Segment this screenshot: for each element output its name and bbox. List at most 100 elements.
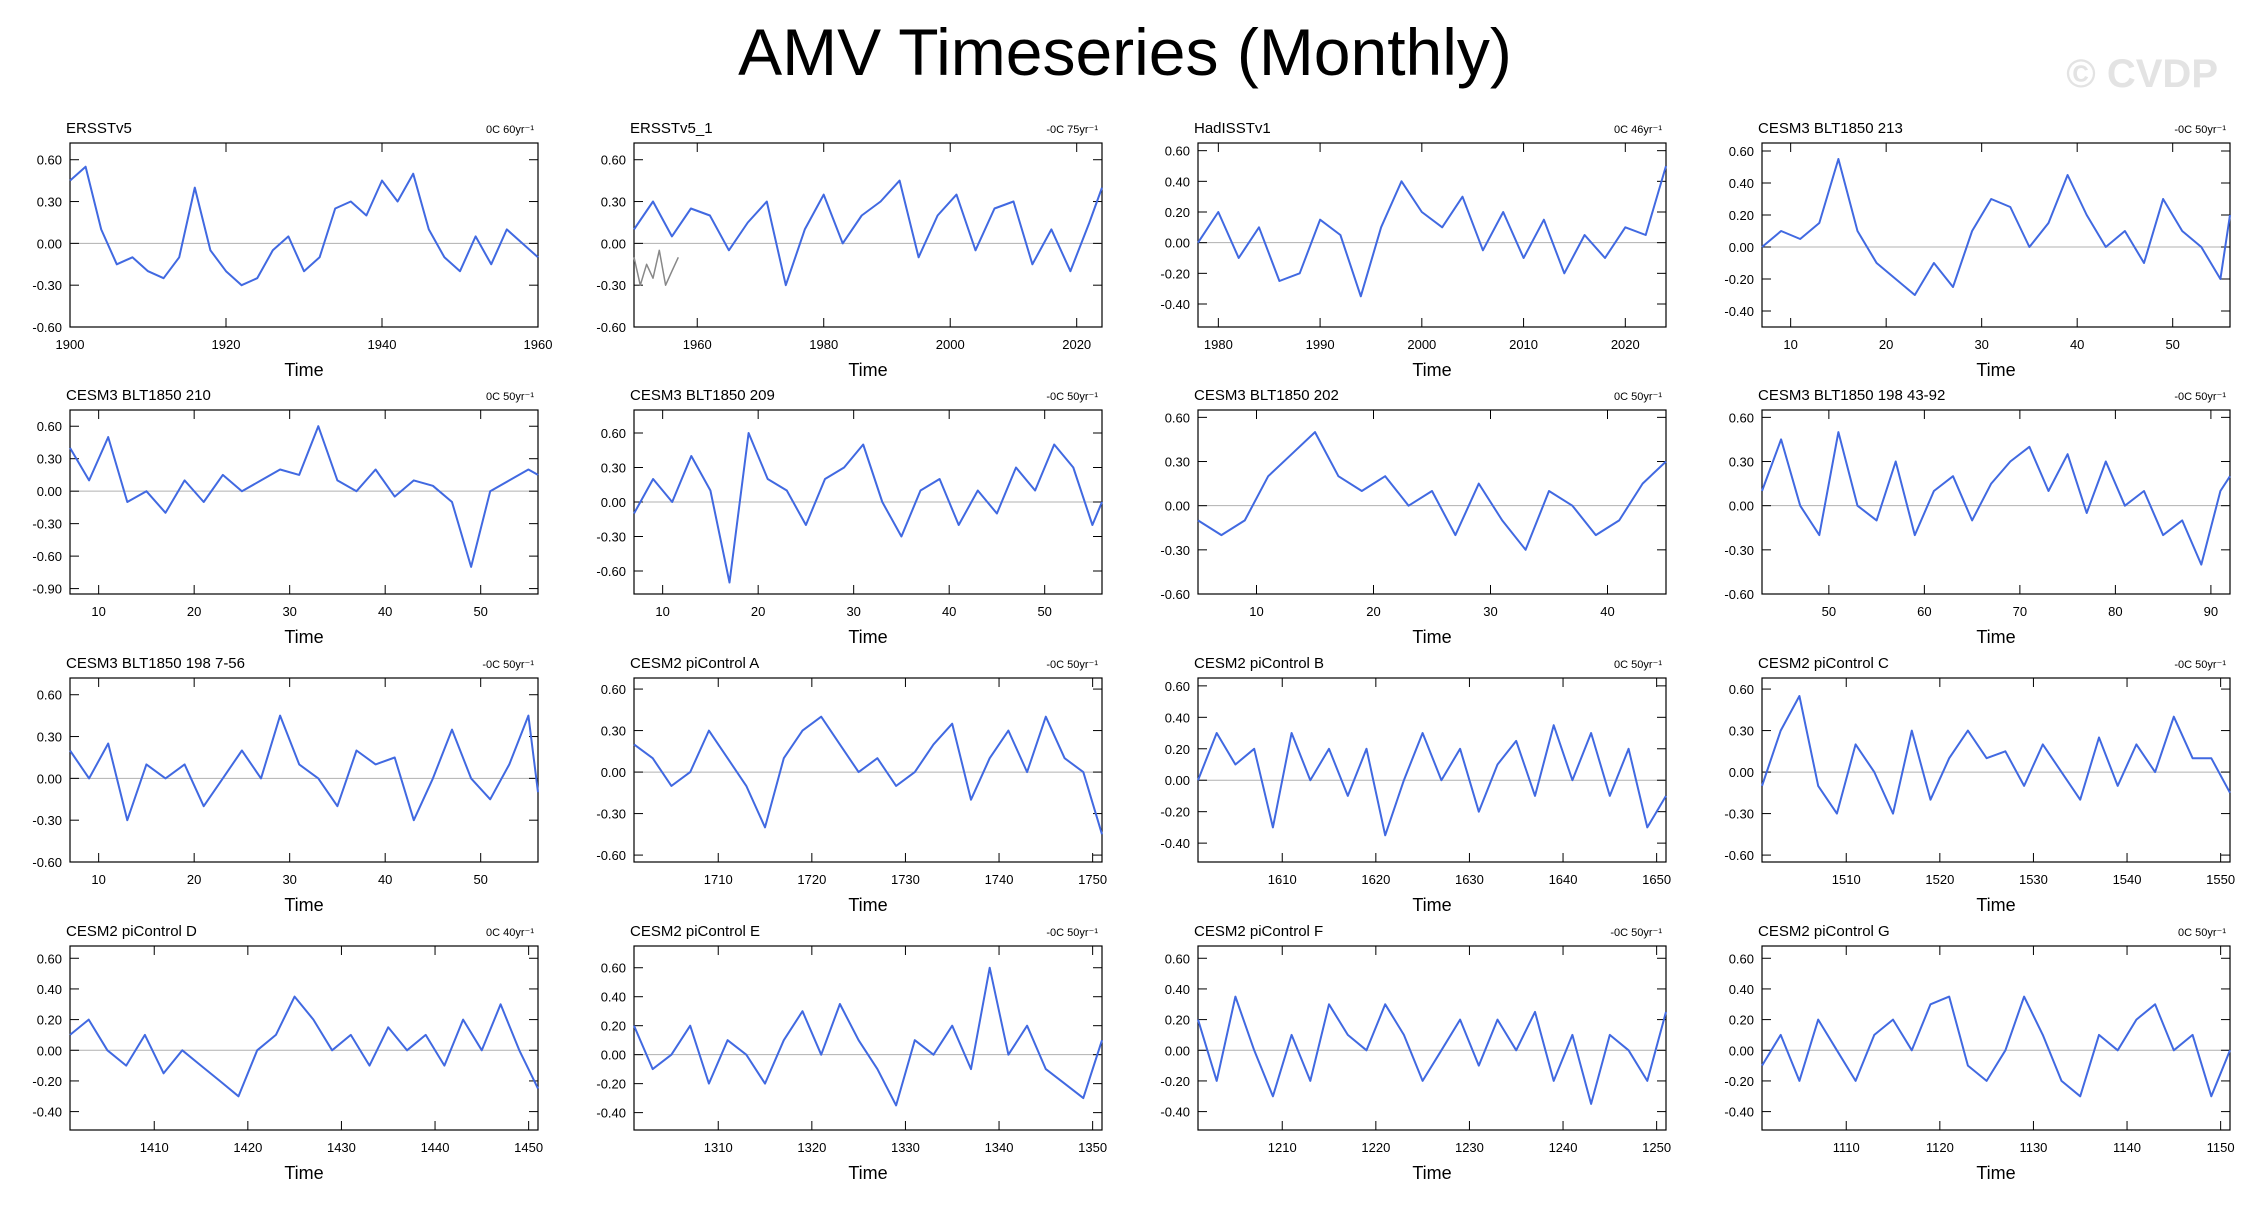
x-tick-label: 1990 xyxy=(1306,337,1335,352)
y-tick-label: 0.60 xyxy=(37,688,62,703)
panel-title: CESM3 BLT1850 202 xyxy=(1194,387,1339,404)
x-axis-label: Time xyxy=(848,1163,887,1183)
panel-title: CESM2 piControl C xyxy=(1758,655,1889,672)
y-tick-label: 0.60 xyxy=(1165,144,1190,159)
series-line xyxy=(633,179,1103,287)
plot-frame xyxy=(1761,945,2231,1131)
chart-panel: 0.60 0.30 0.00 -0.30 -0.60 10 20 30 40 50 CESM3 BL… xyxy=(596,387,1103,647)
plot-frame xyxy=(69,142,539,328)
y-tick-label: 0.30 xyxy=(601,195,626,210)
panel-title: ERSSTv5_1 xyxy=(630,120,713,137)
chart-panel: 0.60 0.40 0.20 0.00 -0.20 -0.40 1310 1320 1330 13… xyxy=(596,923,1107,1183)
y-tick-label: 0.30 xyxy=(601,461,626,476)
chart-panel: 0.60 0.30 0.00 -0.30 -0.60 -0.90 10 20 30 40 50 CES… xyxy=(32,387,539,647)
y-tick-label: -0.60 xyxy=(32,549,62,564)
x-tick-label: 20 xyxy=(1879,337,1893,352)
series-line xyxy=(633,715,1103,835)
y-tick-label: 0.00 xyxy=(1165,1043,1190,1058)
x-tick-label: 1210 xyxy=(1268,1140,1297,1155)
y-tick-label: -0.20 xyxy=(1724,1074,1754,1089)
y-tick-label: 0.60 xyxy=(601,961,626,976)
trend-label: -0C 50yr⁻¹ xyxy=(2174,391,2226,403)
y-tick-label: -0.40 xyxy=(1160,297,1190,312)
y-tick-label: 0.30 xyxy=(37,452,62,467)
series-line xyxy=(1197,165,1667,298)
trend-label: 0C 40yr⁻¹ xyxy=(486,927,534,939)
y-tick-label: 0.30 xyxy=(1729,455,1754,470)
y-tick-label: 0.40 xyxy=(601,990,626,1005)
plot-frame xyxy=(633,945,1103,1131)
y-tick-label: 0.20 xyxy=(1729,208,1754,223)
x-tick-label: 1350 xyxy=(1078,1140,1107,1155)
x-tick-label: 40 xyxy=(378,872,392,887)
x-axis-label: Time xyxy=(848,360,887,380)
panel-title: CESM3 BLT1850 213 xyxy=(1758,120,1903,137)
panel-title: CESM2 piControl G xyxy=(1758,923,1890,940)
y-tick-label: 0.40 xyxy=(1165,982,1190,997)
y-tick-label: -0.20 xyxy=(596,1077,626,1092)
trend-label: 0C 50yr⁻¹ xyxy=(1614,391,1662,403)
y-tick-label: 0.00 xyxy=(601,765,626,780)
x-axis-label: Time xyxy=(284,360,323,380)
x-tick-label: 1750 xyxy=(1078,872,1107,887)
x-tick-label: 1140 xyxy=(2113,1140,2141,1155)
x-tick-label: 50 xyxy=(1822,604,1836,619)
x-tick-label: 2020 xyxy=(1611,337,1640,352)
y-tick-label: 0.00 xyxy=(1729,240,1754,255)
x-tick-label: 2000 xyxy=(936,337,965,352)
y-tick-label: 0.00 xyxy=(37,484,62,499)
y-tick-label: 0.00 xyxy=(37,236,62,251)
series-line xyxy=(69,714,539,822)
y-tick-label: -0.30 xyxy=(1160,543,1190,558)
panel-title: CESM3 BLT1850 198 7-56 xyxy=(66,655,245,672)
y-tick-label: 0.20 xyxy=(37,1013,62,1028)
y-tick-label: 0.60 xyxy=(1165,410,1190,425)
trend-label: -0C 50yr⁻¹ xyxy=(482,659,534,671)
series-line xyxy=(69,995,539,1098)
x-tick-label: 1430 xyxy=(327,1140,356,1155)
x-tick-label: 1630 xyxy=(1455,872,1484,887)
x-tick-label: 10 xyxy=(655,604,669,619)
x-tick-label: 20 xyxy=(187,872,201,887)
x-axis-label: Time xyxy=(1976,360,2015,380)
x-tick-label: 1530 xyxy=(2019,872,2048,887)
series-line xyxy=(1197,724,1667,837)
y-tick-label: -0.60 xyxy=(596,320,626,335)
x-tick-label: 1730 xyxy=(891,872,920,887)
y-tick-label: -0.30 xyxy=(32,278,62,293)
y-tick-label: -0.60 xyxy=(1724,848,1754,863)
trend-label: -0C 50yr⁻¹ xyxy=(1046,659,1098,671)
y-tick-label: -0.20 xyxy=(32,1074,62,1089)
x-tick-label: 90 xyxy=(2204,604,2218,619)
x-tick-label: 1540 xyxy=(2113,872,2142,887)
x-axis-label: Time xyxy=(284,895,323,915)
y-tick-label: -0.20 xyxy=(1160,805,1190,820)
y-tick-label: -0.20 xyxy=(1160,266,1190,281)
y-tick-label: -0.60 xyxy=(32,320,62,335)
x-tick-label: 1610 xyxy=(1268,872,1297,887)
x-tick-label: 1650 xyxy=(1642,872,1671,887)
y-tick-label: 0.40 xyxy=(1165,174,1190,189)
y-tick-label: 0.60 xyxy=(1729,410,1754,425)
trend-label: 0C 60yr⁻¹ xyxy=(486,124,534,136)
x-tick-label: 1340 xyxy=(985,1140,1014,1155)
x-axis-label: Time xyxy=(1976,895,2015,915)
y-tick-label: -0.60 xyxy=(596,564,626,579)
trend-label: 0C 50yr⁻¹ xyxy=(2178,927,2226,939)
x-tick-label: 40 xyxy=(378,604,392,619)
trend-label: 0C 46yr⁻¹ xyxy=(1614,124,1662,136)
x-axis-label: Time xyxy=(1412,895,1451,915)
plot-frame xyxy=(69,677,539,863)
y-tick-label: 0.60 xyxy=(37,951,62,966)
series-line xyxy=(1761,158,2231,296)
y-tick-label: 0.00 xyxy=(601,495,626,510)
y-tick-label: 0.60 xyxy=(1165,679,1190,694)
trend-label: 0C 50yr⁻¹ xyxy=(1614,659,1662,671)
panel-title: HadISSTv1 xyxy=(1194,120,1271,137)
panel-title: CESM3 BLT1850 210 xyxy=(66,387,211,404)
x-tick-label: 1920 xyxy=(212,337,241,352)
x-tick-label: 10 xyxy=(91,604,105,619)
y-tick-label: 0.30 xyxy=(37,195,62,210)
panel-title: ERSSTv5 xyxy=(66,120,132,137)
